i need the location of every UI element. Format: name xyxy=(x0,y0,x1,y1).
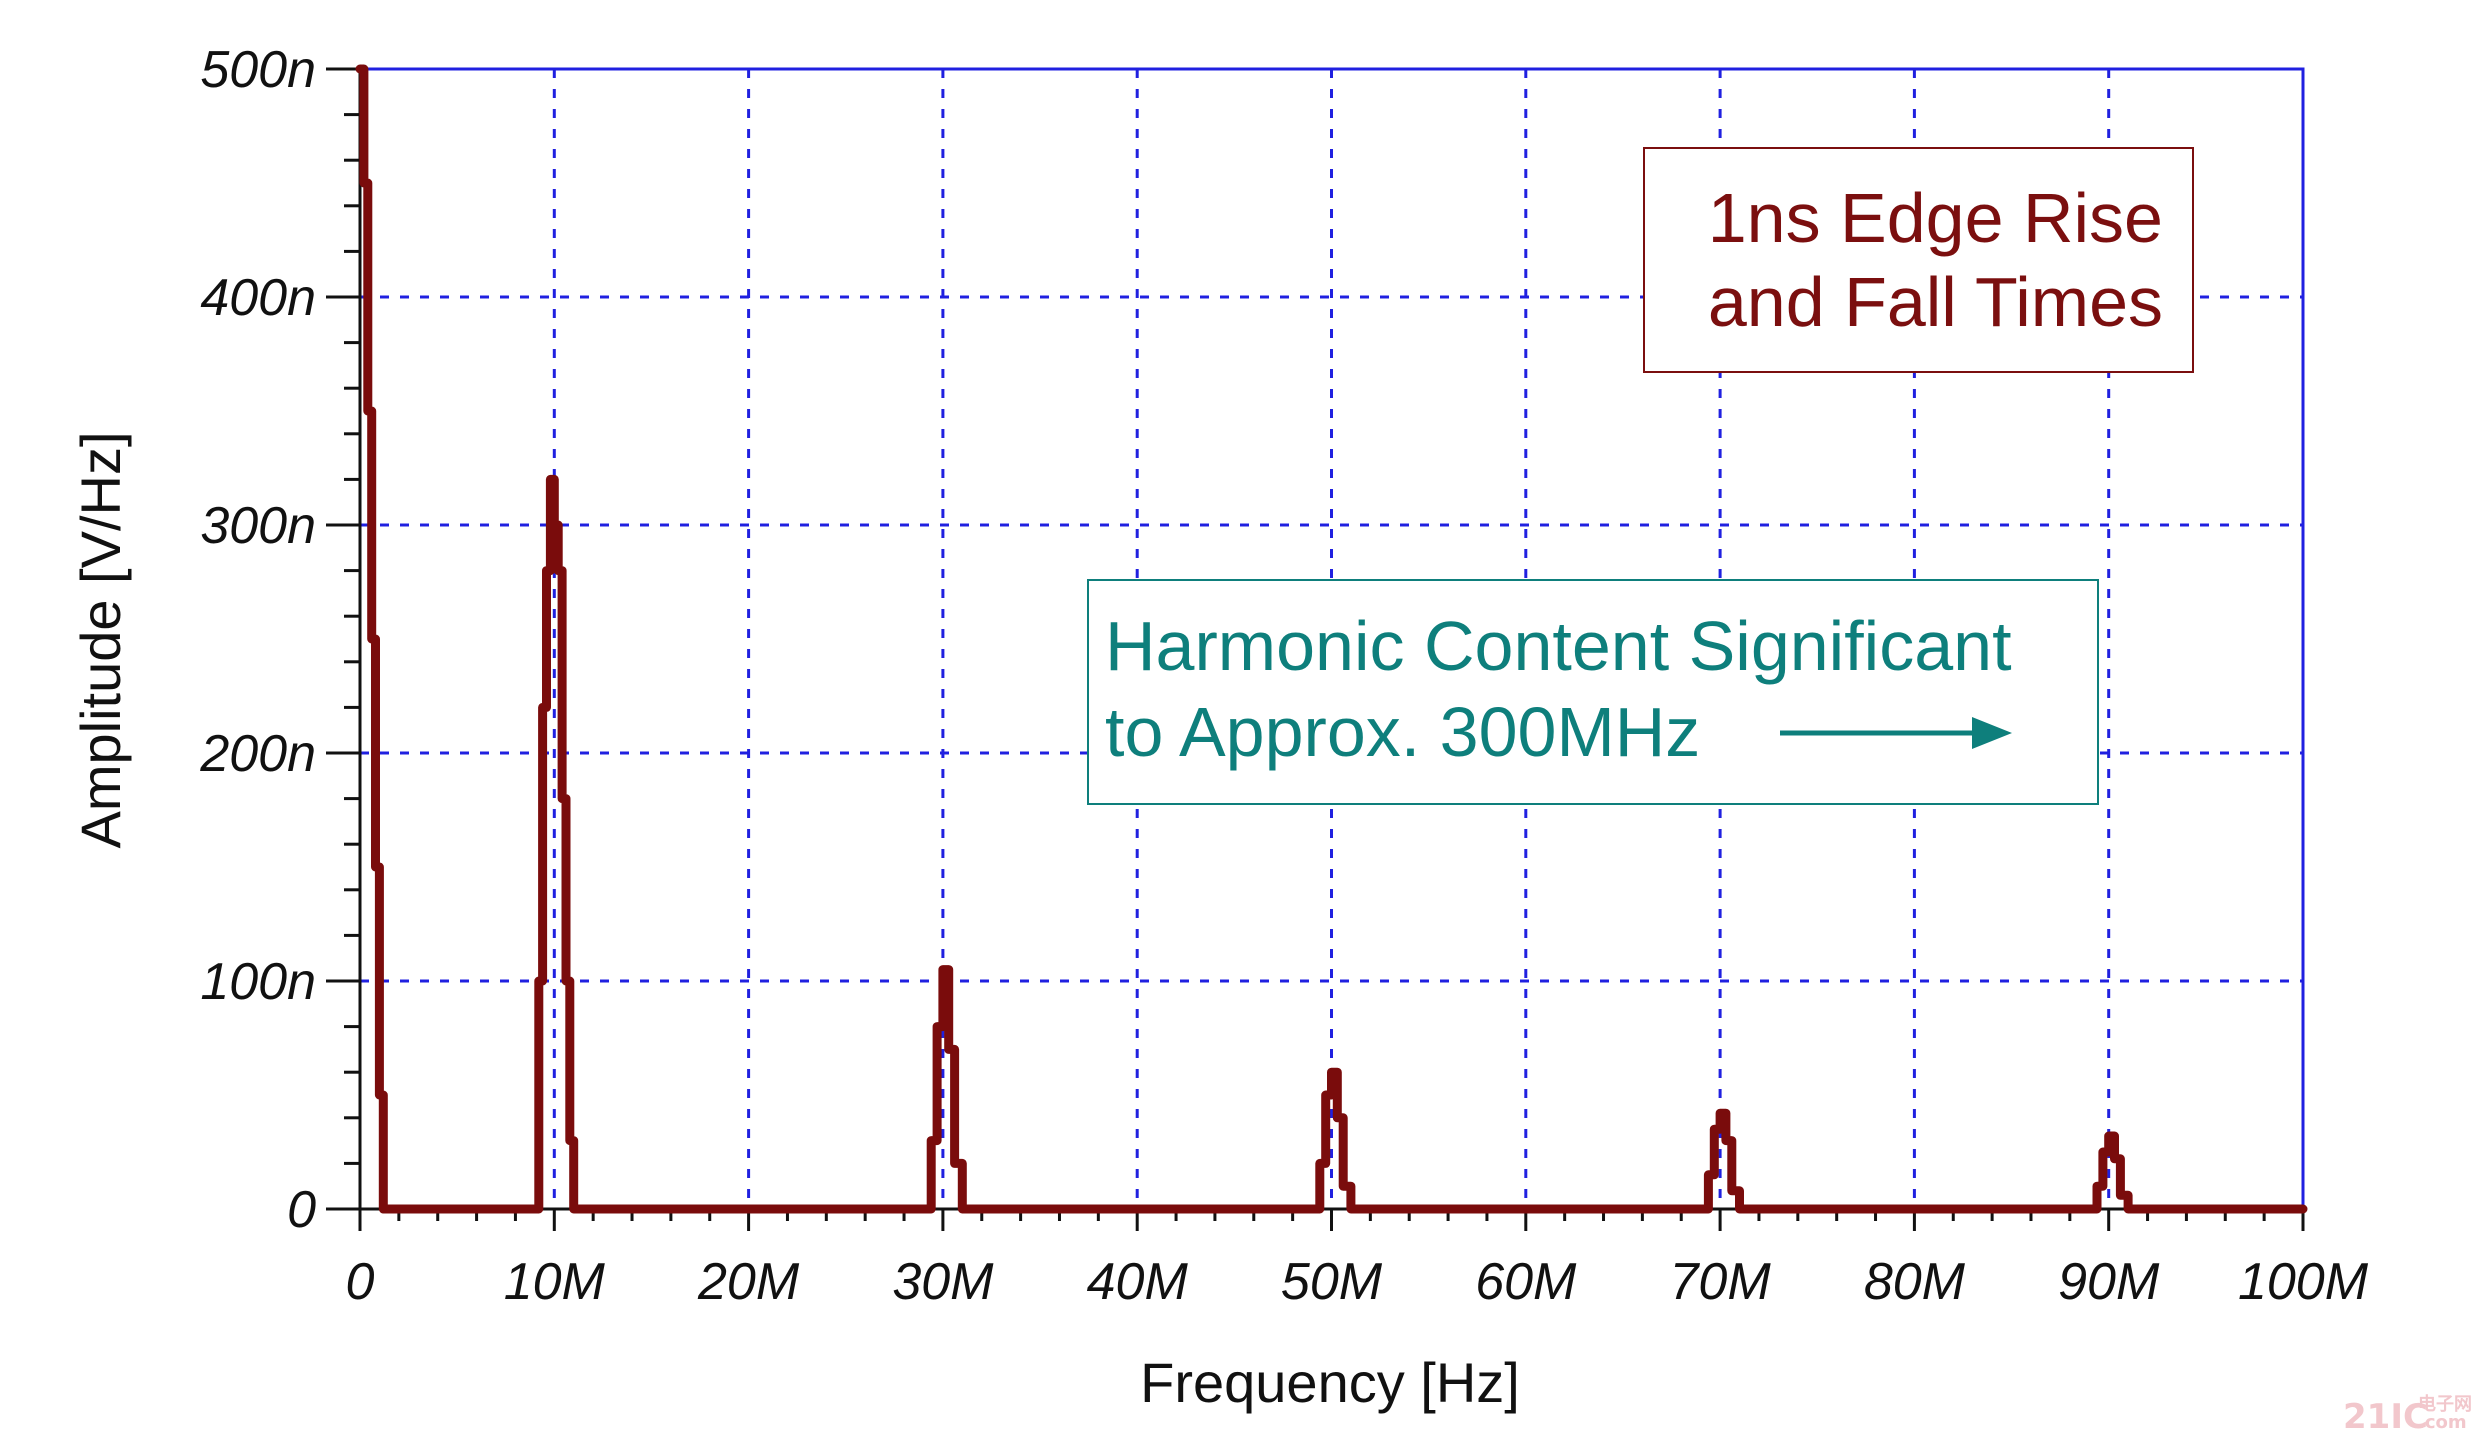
y-tick-label: 200n xyxy=(199,725,316,783)
y-tick-label: 500n xyxy=(200,41,316,99)
x-tick-label: 50M xyxy=(1281,1253,1383,1311)
x-tick-label: 60M xyxy=(1475,1253,1577,1311)
x-tick-label: 20M xyxy=(697,1253,800,1311)
series-layer xyxy=(355,64,2308,1214)
annotation-edge-times-line-2: and Fall Times xyxy=(1708,263,2163,341)
annotation-edge-times: 1ns Edge Rise and Fall Times xyxy=(1643,147,2194,373)
x-tick-label: 80M xyxy=(1864,1253,1966,1311)
annotation-edge-times-box xyxy=(1643,147,2194,373)
svg-text:21IC: 21IC xyxy=(2343,1397,2428,1433)
annotation-harmonic-content: Harmonic Content Significant to Approx. … xyxy=(1087,579,2099,805)
svg-text:电子网: 电子网 xyxy=(2418,1393,2472,1415)
x-tick-label: 40M xyxy=(1087,1253,1189,1311)
x-tick-labels: 0 10M 20M 30M 40M 50M 60M 70M 80M 90M 100M xyxy=(346,1253,2369,1311)
x-tick-label: 100M xyxy=(2238,1253,2369,1311)
y-tick-label: 400n xyxy=(200,269,316,327)
annotation-harmonic-line-1: Harmonic Content Significant xyxy=(1105,607,2012,685)
y-tick-label: 300n xyxy=(200,497,316,555)
svg-text:.com: .com xyxy=(2418,1412,2467,1433)
y-tick-label: 0 xyxy=(287,1181,316,1239)
arrow-right-icon xyxy=(1972,717,2012,749)
spectrum-trace xyxy=(355,64,2308,1214)
y-tick-labels: 0 100n 200n 300n 400n 500n xyxy=(199,41,316,1239)
x-tick-label: 0 xyxy=(346,1253,375,1311)
grid-layer xyxy=(360,69,2303,1209)
annotation-harmonic-box xyxy=(1087,579,2099,805)
annotation-edge-times-line-1: 1ns Edge Rise xyxy=(1708,179,2163,257)
x-tick-label: 30M xyxy=(892,1253,994,1311)
y-tick-label: 100n xyxy=(200,953,316,1011)
x-tick-label: 90M xyxy=(2058,1253,2160,1311)
x-tick-label: 10M xyxy=(504,1253,606,1311)
annotation-harmonic-line-2: to Approx. 300MHz xyxy=(1105,693,1700,771)
watermark-logo: 21IC 电子网 .com xyxy=(2343,1393,2472,1433)
x-axis-title: Frequency [Hz] xyxy=(1140,1351,1520,1414)
x-tick-label: 70M xyxy=(1670,1253,1772,1311)
y-axis-title: Amplitude [V/Hz] xyxy=(69,431,132,848)
